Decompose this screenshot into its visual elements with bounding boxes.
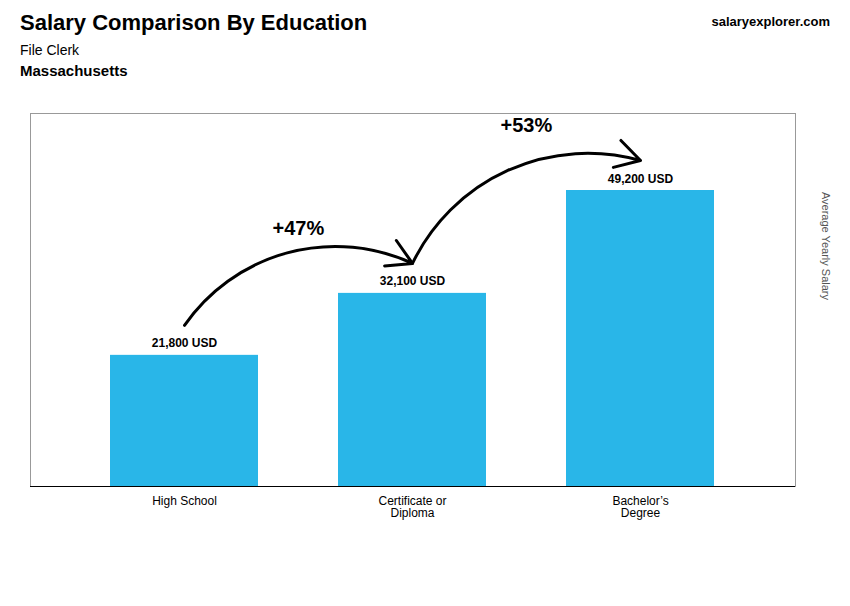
svg-text:21,800 USD: 21,800 USD: [152, 336, 218, 350]
html-text:Massachusetts: Massachusetts: [20, 62, 128, 79]
svg-text:+53%: +53%: [500, 114, 552, 136]
svg-text:High School: High School: [152, 494, 217, 508]
svg-text:+47%: +47%: [272, 217, 324, 239]
svg-text:Bachelor’sDegree: Bachelor’sDegree: [612, 494, 668, 520]
svg-text:49,200 USD: 49,200 USD: [608, 172, 674, 186]
svg-text:Average Yearly Salary: Average Yearly Salary: [820, 192, 832, 301]
html-text:File Clerk: File Clerk: [20, 42, 80, 58]
html-text:Salary Comparison By Education: Salary Comparison By Education: [20, 10, 368, 35]
html-text:salaryexplorer.com: salaryexplorer.com: [711, 14, 830, 29]
svg-text:Certificate orDiploma: Certificate orDiploma: [378, 494, 446, 520]
svg-text:32,100 USD: 32,100 USD: [380, 274, 446, 288]
